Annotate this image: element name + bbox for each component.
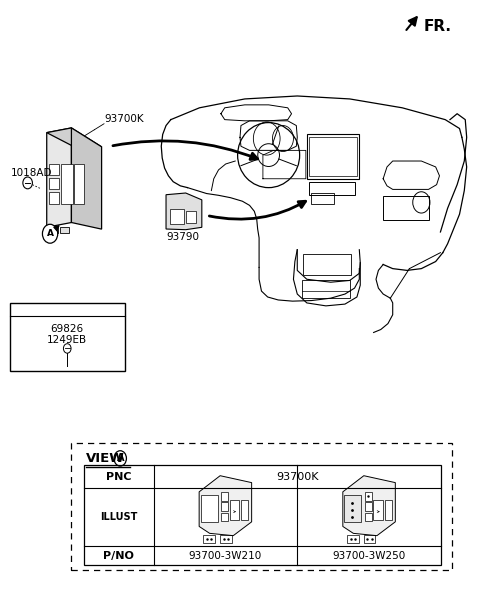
- Bar: [201, 495, 217, 522]
- Polygon shape: [343, 476, 396, 536]
- Bar: [204, 535, 215, 542]
- Text: 69826: 69826: [51, 324, 84, 334]
- Bar: [221, 492, 228, 501]
- Bar: [365, 503, 372, 511]
- Bar: [221, 503, 228, 511]
- Bar: [364, 535, 375, 542]
- Bar: [347, 535, 359, 542]
- Text: A: A: [117, 453, 124, 463]
- Polygon shape: [72, 128, 102, 229]
- Polygon shape: [199, 476, 252, 536]
- Text: VIEW: VIEW: [86, 453, 125, 466]
- Bar: [373, 500, 383, 520]
- Bar: [220, 535, 232, 542]
- Bar: [385, 500, 392, 520]
- Bar: [49, 164, 59, 175]
- Bar: [186, 211, 196, 223]
- Bar: [49, 228, 58, 233]
- Bar: [365, 492, 372, 501]
- Bar: [303, 254, 351, 274]
- Text: 1018AD: 1018AD: [11, 168, 52, 178]
- Bar: [74, 164, 84, 204]
- Text: 93700K: 93700K: [276, 472, 319, 482]
- Polygon shape: [166, 193, 202, 230]
- Bar: [311, 193, 335, 204]
- Text: ILLUST: ILLUST: [100, 512, 137, 522]
- Bar: [383, 197, 429, 220]
- Bar: [49, 178, 59, 189]
- Bar: [309, 137, 357, 176]
- Bar: [10, 303, 124, 371]
- Text: 93700K: 93700K: [104, 114, 144, 124]
- Text: FR.: FR.: [424, 20, 452, 34]
- Polygon shape: [47, 128, 72, 228]
- Bar: [365, 513, 372, 521]
- Polygon shape: [47, 128, 102, 150]
- Bar: [241, 500, 248, 520]
- Bar: [49, 192, 59, 204]
- Text: 93700-3W210: 93700-3W210: [189, 551, 262, 561]
- Circle shape: [23, 177, 33, 189]
- Text: 1249EB: 1249EB: [47, 335, 87, 345]
- Text: A: A: [47, 229, 54, 238]
- Bar: [302, 280, 350, 298]
- Circle shape: [42, 225, 58, 243]
- Bar: [307, 134, 360, 179]
- Text: 93700-3W250: 93700-3W250: [333, 551, 406, 561]
- Text: PNC: PNC: [106, 472, 132, 482]
- Bar: [71, 443, 452, 570]
- Bar: [84, 466, 441, 565]
- Bar: [221, 513, 228, 521]
- Text: 93790: 93790: [166, 232, 199, 242]
- Bar: [229, 500, 239, 520]
- Bar: [309, 182, 355, 195]
- Circle shape: [114, 451, 126, 466]
- Bar: [170, 210, 184, 225]
- Text: P/NO: P/NO: [103, 551, 134, 561]
- Bar: [61, 164, 73, 204]
- Bar: [60, 228, 69, 233]
- Bar: [344, 495, 361, 522]
